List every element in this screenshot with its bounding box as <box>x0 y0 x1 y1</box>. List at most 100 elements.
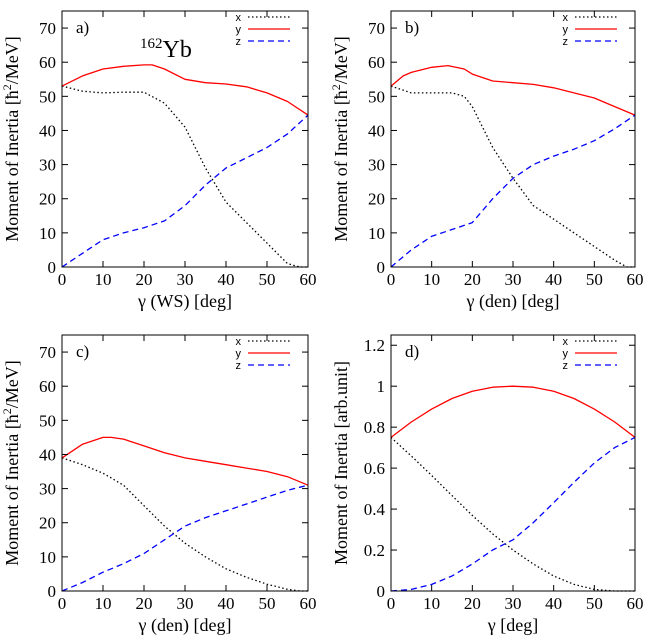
panel-label: a) <box>76 18 89 37</box>
y-tick-label: 40 <box>39 445 56 464</box>
y-tick-label: 20 <box>368 190 385 209</box>
plot-frame <box>61 334 309 592</box>
plot-frame <box>390 10 636 268</box>
y-tick-label: 50 <box>368 87 385 106</box>
y-tick-label: 40 <box>39 121 56 140</box>
legend-label: z <box>563 36 569 48</box>
plot-frame <box>390 334 636 592</box>
y-tick-label: 50 <box>39 411 56 430</box>
series-line-x <box>61 85 308 268</box>
legend-label: y <box>563 348 569 360</box>
x-tick-label: 60 <box>300 270 317 289</box>
legend-label: x <box>236 12 242 24</box>
series-line-z <box>390 114 636 268</box>
x-tick-label: 30 <box>177 594 194 613</box>
legend-label: y <box>236 348 242 360</box>
panel-label: d) <box>405 342 419 361</box>
y-axis-label: Moment of Inertia [ħ2/MeV] <box>329 36 351 241</box>
y-tick-label: 60 <box>39 377 56 396</box>
panel-d: 0 10 20 30 40 50 60 0 0.2 0.4 0.6 0.8 1 1.2 γ [deg] Mom… <box>331 334 644 635</box>
panel-c: 0 10 20 30 40 50 60 0 10 20 30 40 50 60 70 γ (den) [deg… <box>0 334 317 636</box>
x-tick-label: 30 <box>505 270 522 289</box>
panel-label: c) <box>76 342 89 361</box>
x-axis-label: γ [deg] <box>487 615 538 635</box>
x-tick-label: 60 <box>300 594 317 613</box>
series-line-x <box>390 85 635 268</box>
y-tick-label: 0.2 <box>364 541 385 560</box>
y-tick-label: 70 <box>368 19 385 38</box>
nucleus-label: 162Yb <box>140 36 192 63</box>
y-tick-label: 20 <box>39 514 56 533</box>
y-tick-label: 20 <box>39 190 56 209</box>
panel-b: 0 10 20 30 40 50 60 0 10 20 30 40 50 60 70 γ (den) [deg… <box>329 10 644 312</box>
y-tick-label: 10 <box>39 548 56 567</box>
x-tick-label: 50 <box>259 270 276 289</box>
y-tick-label: 0.8 <box>364 418 385 437</box>
x-tick-label: 40 <box>545 270 562 289</box>
x-tick-label: 50 <box>586 270 603 289</box>
series-line-z <box>61 114 309 268</box>
legend: xyz <box>236 12 290 48</box>
series-line-z <box>61 484 309 592</box>
legend-label: z <box>236 360 242 372</box>
x-tick-label: 50 <box>259 594 276 613</box>
x-tick-label: 40 <box>545 594 562 613</box>
y-tick-label: 1 <box>377 377 386 396</box>
x-tick-label: 60 <box>627 594 644 613</box>
x-tick-label: 30 <box>177 270 194 289</box>
y-tick-label: 0 <box>377 582 386 601</box>
series-line-y <box>61 64 309 116</box>
x-tick-label: 20 <box>464 594 481 613</box>
x-tick-label: 50 <box>586 594 603 613</box>
series-line-y <box>390 385 636 438</box>
series-line-z <box>390 436 636 592</box>
x-tick-label: 60 <box>627 270 644 289</box>
series-line-y <box>390 64 636 116</box>
y-tick-label: 30 <box>368 156 385 175</box>
y-tick-label: 1.2 <box>364 336 385 355</box>
x-tick-label: 10 <box>95 594 112 613</box>
y-tick-label: 30 <box>39 480 56 499</box>
x-tick-label: 0 <box>58 594 67 613</box>
y-tick-label: 60 <box>368 53 385 72</box>
panel-a: 0 10 20 30 40 50 60 0 10 20 30 40 50 60 70 γ (WS) [deg]… <box>0 10 317 312</box>
series-line-y <box>61 436 309 486</box>
legend-label: x <box>563 12 569 24</box>
x-tick-label: 20 <box>136 270 153 289</box>
y-tick-label: 70 <box>39 343 56 362</box>
x-tick-label: 0 <box>387 270 396 289</box>
x-axis-label: γ (WS) [deg] <box>137 291 232 312</box>
legend-label: x <box>563 336 569 348</box>
y-tick-label: 10 <box>368 224 385 243</box>
y-axis-label: Moment of Inertia [arb.unit] <box>331 361 351 565</box>
x-tick-label: 0 <box>58 270 67 289</box>
x-tick-label: 20 <box>464 270 481 289</box>
series-line-x <box>61 457 308 592</box>
y-tick-label: 40 <box>368 121 385 140</box>
x-tick-label: 30 <box>505 594 522 613</box>
y-tick-label: 50 <box>39 87 56 106</box>
legend-label: z <box>563 360 569 372</box>
legend-label: x <box>236 336 242 348</box>
panel-label: b) <box>405 18 419 37</box>
legend: xyz <box>563 12 617 48</box>
x-tick-label: 10 <box>423 594 440 613</box>
legend: xyz <box>563 336 617 372</box>
y-tick-label: 0.4 <box>364 500 386 519</box>
x-tick-label: 0 <box>387 594 396 613</box>
x-axis-label: γ (den) [deg] <box>138 615 232 636</box>
legend-label: y <box>236 24 242 36</box>
legend-label: z <box>236 36 242 48</box>
x-tick-label: 10 <box>423 270 440 289</box>
y-tick-label: 0 <box>48 582 57 601</box>
x-axis-label: γ (den) [deg] <box>466 291 560 312</box>
y-tick-label: 60 <box>39 53 56 72</box>
y-tick-label: 0.6 <box>364 459 385 478</box>
y-axis-label: Moment of Inertia [ħ2/MeV] <box>0 360 22 565</box>
y-axis-label: Moment of Inertia [ħ2/MeV] <box>0 36 22 241</box>
x-tick-label: 10 <box>95 270 112 289</box>
y-tick-label: 0 <box>48 258 57 277</box>
y-tick-label: 30 <box>39 156 56 175</box>
y-tick-label: 70 <box>39 19 56 38</box>
